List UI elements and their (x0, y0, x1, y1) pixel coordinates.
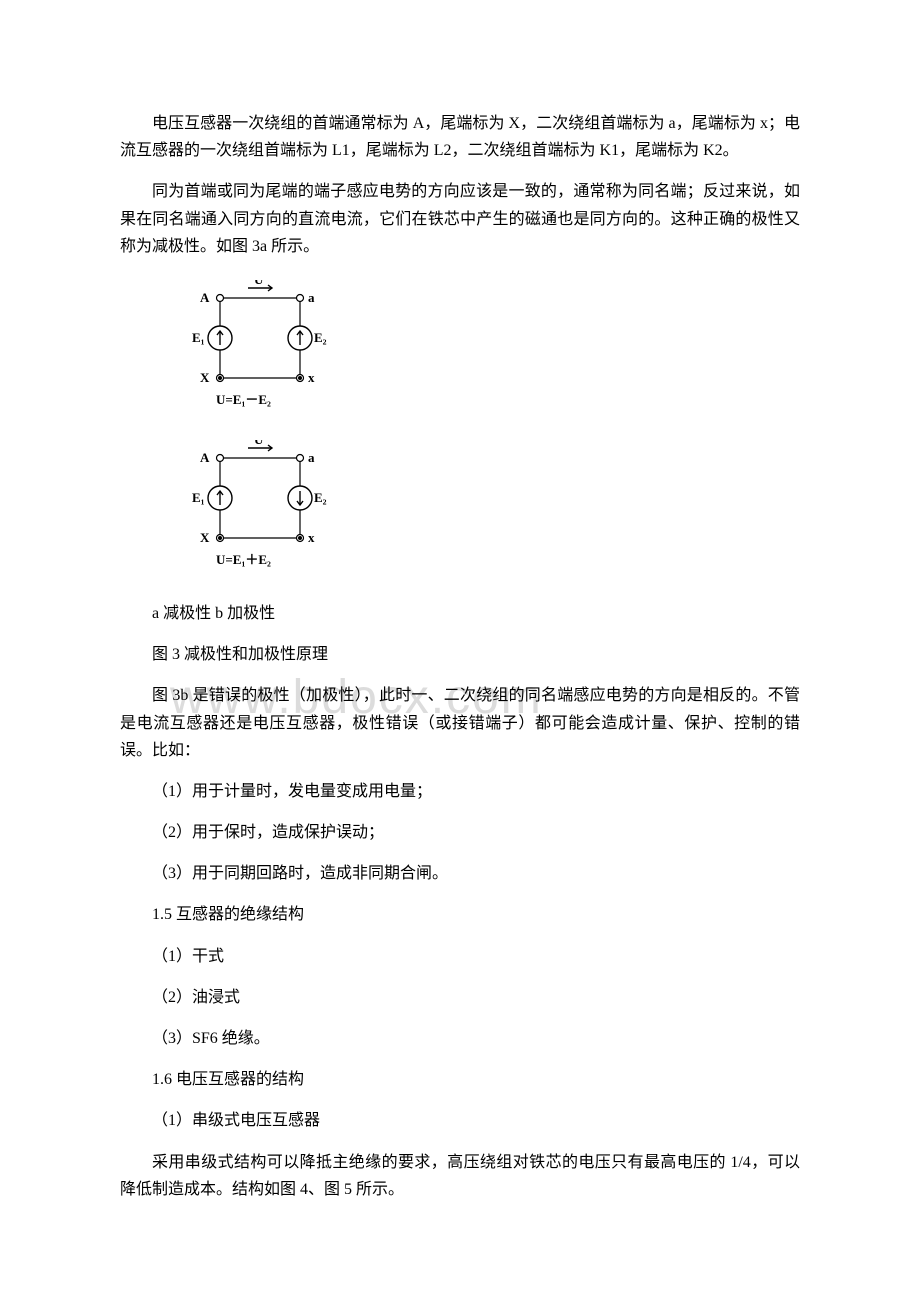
list-item-2: （2）用于保时，造成保护误动； (120, 819, 800, 846)
paragraph-1: 电压互感器一次绕组的首端通常标为 A，尾端标为 X，二次绕组首端标为 a，尾端标… (120, 110, 800, 164)
diagram-3a-svg: Aa E₁ E₂ Xx U U=E₁－E₂ (180, 280, 350, 420)
svg-text:E₁: E₁ (192, 330, 205, 345)
paragraph-5: 图 3b 是错误的极性（加极性），此时一、二次绕组的同名端感应电势的方向是相反的… (120, 682, 800, 764)
svg-text:a: a (308, 450, 315, 465)
list-item-3: （3）用于同期回路时，造成非同期合闸。 (120, 860, 800, 887)
section-1-5-heading: 1.5 互感器的绝缘结构 (120, 901, 800, 928)
svg-text:x: x (308, 370, 315, 385)
paragraph-2: 同为首端或同为尾端的端子感应电势的方向应该是一致的，通常称为同名端；反过来说，如… (120, 178, 800, 260)
svg-text:A: A (200, 450, 210, 465)
list-1-5-item-2: （2）油浸式 (120, 984, 800, 1011)
svg-text:U=E₁＋E₂: U=E₁＋E₂ (216, 552, 271, 567)
list-1-5-item-3: （3）SF6 绝缘。 (120, 1025, 800, 1052)
svg-text:U=E₁－E₂: U=E₁－E₂ (216, 392, 271, 407)
svg-text:U: U (254, 440, 264, 447)
figure-3b: Aa E₁ E₂ Xx U U=E₁＋E₂ (180, 440, 800, 580)
svg-text:X: X (200, 530, 210, 545)
paragraph-15: 采用串级式结构可以降抵主绝缘的要求，高压绕组对铁芯的电压只有最高电压的 1/4，… (120, 1149, 800, 1203)
svg-text:A: A (200, 290, 210, 305)
figure-3-title: 图 3 减极性和加极性原理 (120, 641, 800, 668)
figure-3-subcaption: a 减极性 b 加极性 (120, 600, 800, 627)
figure-3a: Aa E₁ E₂ Xx U U=E₁－E₂ (180, 280, 800, 420)
svg-text:E₂: E₂ (314, 490, 327, 505)
section-1-6-heading: 1.6 电压互感器的结构 (120, 1066, 800, 1093)
svg-text:E₂: E₂ (314, 330, 327, 345)
svg-text:E₁: E₁ (192, 490, 205, 505)
list-item-1: （1）用于计量时，发电量变成用电量； (120, 778, 800, 805)
svg-text:x: x (308, 530, 315, 545)
list-1-5-item-1: （1）干式 (120, 943, 800, 970)
list-1-6-item-1: （1）串级式电压互感器 (120, 1107, 800, 1134)
svg-text:a: a (308, 290, 315, 305)
document-body: 电压互感器一次绕组的首端通常标为 A，尾端标为 X，二次绕组首端标为 a，尾端标… (120, 110, 800, 1203)
diagram-3b-svg: Aa E₁ E₂ Xx U U=E₁＋E₂ (180, 440, 350, 580)
svg-text:X: X (200, 370, 210, 385)
svg-text:U: U (254, 280, 264, 287)
